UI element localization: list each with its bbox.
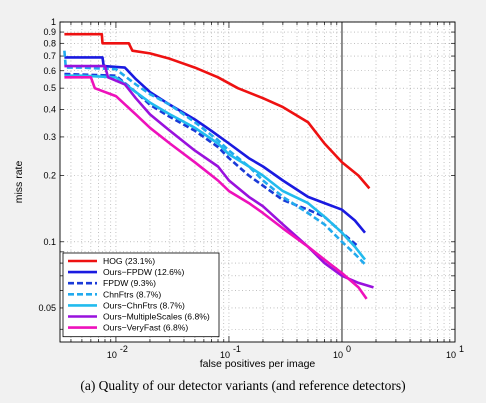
legend-label: Ours−VeryFast (6.8%) bbox=[103, 323, 188, 333]
series-line-0 bbox=[64, 32, 371, 190]
y-tick-label: 0.5 bbox=[43, 83, 56, 93]
x-tick-label: 10 bbox=[107, 350, 117, 360]
plot-frame bbox=[59, 21, 456, 343]
series-group bbox=[63, 32, 374, 300]
legend-label: ChnFtrs (8.7%) bbox=[103, 289, 161, 299]
legend-label: Ours−FPDW (12.6%) bbox=[103, 267, 185, 277]
y-tick-label: 0.3 bbox=[43, 132, 56, 142]
y-tick-label: 1 bbox=[51, 17, 56, 27]
legend-label: HOG (23.1%) bbox=[103, 256, 155, 266]
x-axis-label: false positives per image bbox=[200, 358, 316, 370]
series-line-4 bbox=[64, 74, 367, 261]
x-tick-label: 10 bbox=[446, 350, 456, 360]
y-tick-label: 0.4 bbox=[43, 104, 56, 114]
y-tick-label: 0.2 bbox=[43, 171, 56, 181]
series-line-1 bbox=[64, 56, 367, 234]
y-tick-label: 0.8 bbox=[43, 38, 56, 48]
y-tick-label: 0.1 bbox=[43, 237, 56, 247]
roc-chart: 0.050.10.20.30.40.50.60.70.80.9110-210-1… bbox=[13, 17, 464, 370]
x-tick-label: 10 bbox=[220, 350, 230, 360]
series-line-3 bbox=[63, 50, 366, 266]
axis-ticks: 0.050.10.20.30.40.50.60.70.80.9110-210-1… bbox=[38, 17, 464, 360]
y-axis-label: miss rate bbox=[13, 161, 25, 204]
series-line-5 bbox=[64, 64, 374, 289]
x-tick-exponent: -2 bbox=[120, 344, 128, 354]
x-tick-exponent: -1 bbox=[233, 344, 241, 354]
y-tick-label: 0.7 bbox=[43, 51, 56, 61]
y-tick-label: 0.6 bbox=[43, 66, 56, 76]
legend-label: Ours−MultipleScales (6.8%) bbox=[103, 312, 210, 322]
x-tick-exponent: 0 bbox=[346, 344, 351, 354]
legend-label: FPDW (9.3%) bbox=[103, 278, 156, 288]
legend-label: Ours−ChnFtrs (8.7%) bbox=[103, 300, 185, 310]
series-line-6 bbox=[64, 76, 368, 300]
figure-caption: (a) Quality of our detector variants (an… bbox=[80, 378, 406, 393]
y-tick-label: 0.05 bbox=[38, 303, 56, 313]
legend: HOG (23.1%)Ours−FPDW (12.6%)FPDW (9.3%)C… bbox=[62, 252, 220, 338]
x-tick-label: 10 bbox=[333, 350, 343, 360]
x-tick-exponent: 1 bbox=[459, 344, 464, 354]
y-tick-label: 0.9 bbox=[43, 27, 56, 37]
